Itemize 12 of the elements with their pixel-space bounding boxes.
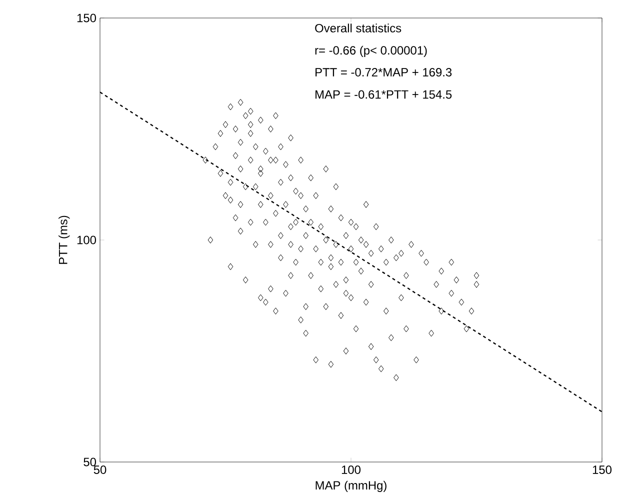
y-tick-label: 50 (84, 458, 96, 466)
annotation: r= -0.66 (p< 0.00001) (315, 46, 427, 57)
x-tick-label: 50 (94, 466, 106, 474)
x-axis-title: MAP (mmHg) (316, 480, 386, 492)
annotation: PTT = -0.72*MAP + 169.3 (316, 68, 452, 76)
annotation: MAP = -0.61*PTT + 154.5 (316, 90, 452, 99)
y-tick-label: 100 (77, 236, 96, 244)
x-tick-label: 150 (592, 466, 612, 474)
annotation: Overall statistics (315, 24, 402, 32)
y-tick-label: 150 (77, 14, 96, 22)
x-tick-label: 100 (342, 466, 361, 474)
y-axis-title: PTT (ms) (58, 216, 70, 264)
